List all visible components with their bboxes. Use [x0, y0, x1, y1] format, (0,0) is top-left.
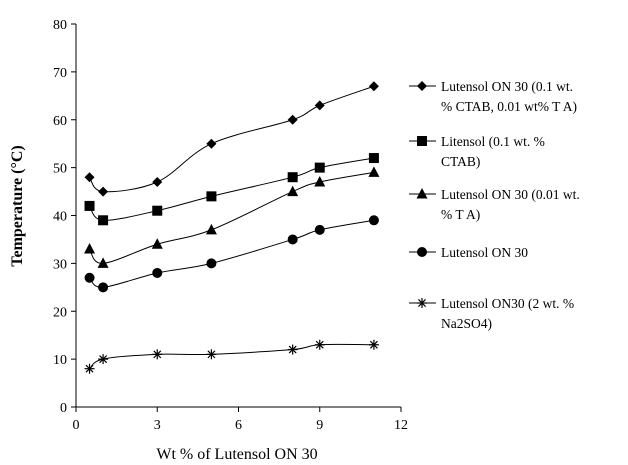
- legend: Lutensol ON 30 (0.1 wt. % CTAB, 0.01 wt% …: [409, 79, 580, 331]
- y-tick-label: 40: [53, 210, 67, 225]
- legend-label: Na2SO4): [441, 316, 492, 331]
- data-point: [368, 339, 379, 350]
- data-point: [314, 100, 325, 111]
- x-axis-title: Wt % of Lutensol ON 30: [156, 446, 317, 463]
- data-point: [206, 191, 217, 202]
- legend-entry: Lutensol ON 30 (0.1 wt. % CTAB, 0.01 wt% …: [409, 79, 577, 114]
- legend-label: Lutensol ON 30 (0.01 wt.: [441, 187, 580, 202]
- legend-marker: [416, 188, 428, 199]
- legend-label: Litensol (0.1 wt. %: [441, 134, 545, 149]
- series-square: [84, 153, 379, 226]
- x-tick-label: 3: [154, 418, 161, 433]
- legend-entry: Lutensol ON 30 (0.01 wt. % T A): [409, 187, 580, 222]
- legend-label: % T A): [441, 207, 480, 222]
- data-point: [314, 162, 325, 173]
- y-tick-label: 30: [53, 257, 67, 272]
- legend-marker: [417, 136, 427, 146]
- series-layer: [84, 81, 380, 374]
- data-point: [368, 166, 380, 177]
- series-line: [89, 171, 375, 264]
- series-line: [89, 85, 375, 193]
- data-point: [152, 205, 163, 216]
- series-star: [84, 339, 379, 374]
- data-point: [368, 215, 379, 226]
- series-diamond: [84, 81, 379, 197]
- data-point: [97, 257, 109, 268]
- legend-label: % CTAB, 0.01 wt% T A): [441, 99, 577, 114]
- y-tick-label: 0: [60, 401, 67, 416]
- legend-entry: Lutensol ON30 (2 wt. % Na2SO4): [409, 296, 574, 331]
- data-point: [84, 172, 95, 183]
- y-tick-label: 50: [53, 162, 67, 177]
- data-point: [84, 363, 95, 374]
- axes: 0 10 20 30 40 50 60 70 80 0 3 6 9 12: [53, 18, 408, 433]
- data-point: [98, 282, 109, 293]
- legend-label: Lutensol ON30 (2 wt. %: [441, 296, 574, 311]
- data-point: [84, 272, 95, 283]
- y-tick-label: 60: [53, 114, 67, 129]
- data-point: [152, 267, 163, 278]
- y-tick-label: 70: [53, 66, 67, 81]
- data-point: [84, 200, 95, 211]
- legend-marker: [417, 298, 427, 308]
- series-circle: [84, 215, 379, 293]
- data-point: [314, 339, 325, 350]
- y-tick-label: 20: [53, 305, 67, 320]
- data-point: [287, 114, 298, 125]
- data-point: [98, 186, 109, 197]
- legend-marker: [417, 247, 427, 257]
- data-point: [98, 354, 109, 365]
- data-point: [84, 243, 96, 254]
- data-point: [206, 138, 217, 149]
- x-tick-label: 6: [235, 418, 242, 433]
- data-point: [206, 349, 217, 360]
- data-point: [287, 185, 299, 197]
- x-tick-label: 12: [394, 418, 408, 433]
- legend-marker: [417, 81, 427, 91]
- y-tick-label: 80: [53, 18, 67, 33]
- data-point: [287, 172, 298, 183]
- data-point: [287, 234, 298, 245]
- data-point: [287, 344, 298, 355]
- data-point: [368, 153, 379, 164]
- data-point: [314, 175, 326, 187]
- legend-entry: Litensol (0.1 wt. % CTAB): [409, 134, 545, 169]
- data-point: [152, 349, 163, 360]
- series-line: [89, 343, 374, 370]
- legend-label: CTAB): [441, 154, 480, 169]
- series-triangle: [84, 166, 380, 268]
- data-point: [152, 176, 163, 187]
- data-point: [206, 258, 217, 269]
- y-axis-title: Temperature (°C): [9, 145, 26, 266]
- legend-label: Lutensol ON 30 (0.1 wt.: [441, 79, 573, 94]
- data-point: [151, 238, 163, 249]
- legend-label: Lutensol ON 30: [441, 245, 528, 260]
- legend-entry: Lutensol ON 30: [409, 245, 528, 260]
- data-point: [314, 224, 325, 235]
- y-tick-label: 10: [53, 353, 67, 368]
- data-point: [205, 223, 217, 235]
- data-point: [98, 215, 109, 226]
- x-tick-label: 9: [316, 418, 323, 433]
- data-point: [368, 81, 379, 92]
- x-tick-label: 0: [73, 418, 80, 433]
